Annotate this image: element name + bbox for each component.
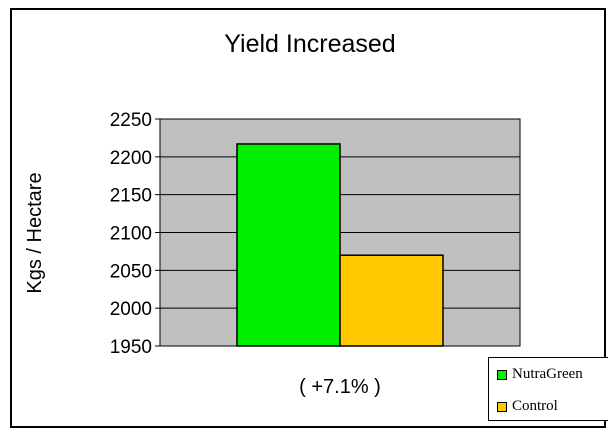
percent-change-label: ( +7.1% ) xyxy=(299,376,381,398)
legend-swatch-control xyxy=(497,401,507,412)
y-tick-label-1950: 1950 xyxy=(110,337,152,358)
legend-item-nutragreen: NutraGreen xyxy=(497,366,583,383)
bar-nutragreen xyxy=(236,143,341,347)
plot-border xyxy=(159,118,521,347)
bar-chart: 1950 2000 2050 2100 2150 2200 2250 xyxy=(110,110,521,358)
legend: NutraGreen Control xyxy=(488,357,608,421)
y-tick-label-2000: 2000 xyxy=(110,299,152,320)
y-tick-label-2050: 2050 xyxy=(110,261,152,282)
chart-title: Yield Increased xyxy=(224,30,396,58)
legend-swatch-nutragreen xyxy=(497,369,507,380)
y-tick-label-2100: 2100 xyxy=(110,224,152,245)
y-tick-label-2250: 2250 xyxy=(110,110,152,131)
legend-label-nutragreen: NutraGreen xyxy=(512,366,583,382)
y-tick-label-2150: 2150 xyxy=(110,186,152,207)
bar-control xyxy=(339,254,444,347)
y-tick-labels: 1950 2000 2050 2100 2150 2200 2250 xyxy=(110,110,160,358)
legend-label-control: Control xyxy=(512,398,558,414)
legend-item-control: Control xyxy=(497,398,558,415)
y-tick-label-2200: 2200 xyxy=(110,148,152,169)
bars xyxy=(236,143,444,347)
